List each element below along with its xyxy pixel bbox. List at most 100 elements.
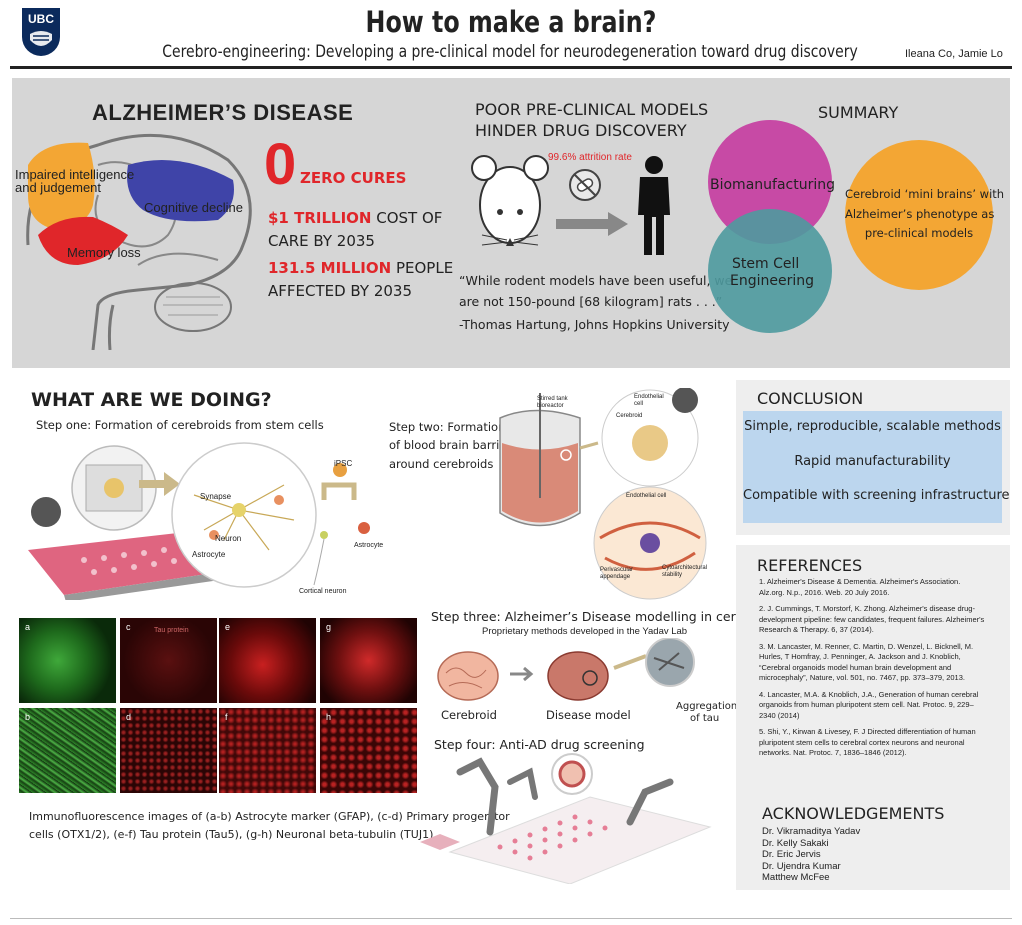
conclusion-item-2: Rapid manufacturability [794,454,951,469]
step-two-c: around cerebroids [389,457,494,471]
trillion-value: $1 TRILLION [268,209,372,227]
bioreactor-label: Stirred tank bioreactor [537,396,568,409]
endothelial-label-2: Endothelial cell [626,493,667,499]
tau-label-1: Aggregation [676,701,738,712]
result-line-1: Cerebroid ‘mini brains’ with [845,187,1005,201]
poster-title: How to make a brain? [365,5,657,39]
neuron-label: Neuron [215,534,242,543]
frontal-lobe [28,142,95,230]
stem-label-1: Stem Cell [732,256,800,272]
references-panel [736,545,1010,890]
ack-name-1: Dr. Vikramaditya Yadav [762,826,861,837]
micro-h: h [320,708,417,793]
mouse-illustration [471,155,549,246]
reference-1: 1. Alzheimer's Disease & Dementia. Alzhe… [759,577,961,597]
stem-cell-circle [708,209,832,333]
ubc-logo: UBC [22,8,60,56]
result-line-2: Alzheimer’s phenotype as [845,207,995,221]
reference-3: 3. M. Lancaster, M. Renner, C. Martin, D… [759,641,974,683]
arrow-icon [556,212,628,236]
ubc-logo-text: UBC [28,12,54,26]
result-circle [845,140,993,290]
micro-g: g [320,618,417,703]
disease-model-label: Disease model [546,708,631,722]
perivascular-label: Perivascular appendage [600,567,634,580]
ack-name-5: Matthew McFee [762,872,830,883]
doing-heading: WHAT ARE WE DOING? [31,389,272,411]
crest-icon [30,31,52,46]
disease-model-illustration [437,638,695,701]
models-heading-1: POOR PRE-CLINICAL MODELS [475,100,709,119]
tau-label-2: of tau [690,713,720,724]
screening-illustration [420,753,712,884]
quote-line-2: are not 150-pound [68 kilogram] rats . .… [459,294,723,309]
brain-illustration [26,133,252,350]
million-value: 131.5 MILLION [268,259,392,277]
bio-label: Biomanufacturing [710,177,835,193]
step-two-a: Step two: Formation [389,420,506,434]
micro-d-letter: d [126,712,132,722]
result-line-3: pre-clinical models [864,226,974,240]
memory-label: Memory loss [67,245,141,260]
cerebroid-brain [437,651,499,701]
trillion-text2: CARE BY 2035 [268,232,375,250]
human-icon [638,156,670,255]
micro-c: c Tau protein [120,618,217,703]
zero-cures-text: ZERO CURES [300,169,407,187]
reference-2: 2. J. Cummings, T. Morstorf, K. Zhong. A… [759,604,985,634]
header-divider [10,66,1012,69]
cerebroid-inner-label: Cerebroid [616,413,643,419]
synapse-label: Synapse [200,492,232,501]
micro-b: b [19,708,116,793]
million-stat: 131.5 MILLION PEOPLE [268,259,453,277]
micro-f-letter: f [225,712,228,722]
million-text: PEOPLE [391,259,454,277]
models-heading-2: HINDER DRUG DISCOVERY [475,121,687,140]
bottom-rule [10,918,1012,919]
micro-e: e [219,618,316,703]
step-one: Step one: Formation of cerebroids from s… [36,418,324,432]
micro-g-letter: g [326,622,332,632]
ipsc-label: iPSC [334,459,353,468]
cerebroid-label: Cerebroid [441,708,497,722]
micro-f: f [219,708,316,793]
stem-label-2: Engineering [730,273,814,289]
step-one-illustration [28,442,370,600]
micro-caption-2: cells (OTX1/2), (e-f) Tau protein (Tau5)… [29,828,434,841]
million-text2: AFFECTED BY 2035 [268,282,413,300]
cortical-label: Cortical neuron [299,588,347,595]
authors: Ileana Co, Jamie Lo [905,48,1003,60]
ack-name-3: Dr. Eric Jervis [762,849,821,860]
micro-d: d [120,708,217,793]
endothelial-label-1: Endothelial cell [634,394,664,407]
step-four: Step four: Anti-AD drug screening [434,737,645,752]
references-heading: REFERENCES [757,556,863,575]
quote-line-3: -Thomas Hartung, Johns Hopkins Universit… [459,317,730,332]
intel-label: Impaired intelligence and judgement [15,167,135,195]
reference-5: 5. Shi, Y., Kirwan & Livesey, F. J Direc… [759,727,976,757]
no-pill-icon [569,169,601,201]
attrition-text: 99.6% attrition rate [548,152,632,163]
reference-4: 4. Lancaster, M.A. & Knoblich, J.A., Gen… [759,689,979,720]
ack-name-2: Dr. Kelly Sakaki [762,837,829,849]
micro-inset-text: Tau protein [154,627,189,634]
micro-a: a [19,618,116,703]
trillion-stat: $1 TRILLION COST OF [268,209,442,227]
step-three: Step three: Alzheimer’s Disease modellin… [431,609,782,624]
micro-c-letter: c [126,622,131,632]
cyto-label: Cytoarchitectural stability [662,565,708,578]
summary-heading: SUMMARY [818,103,899,122]
micro-h-letter: h [326,712,332,722]
astrocyte-label: Astrocyte [192,550,226,559]
temporal-lobe [38,216,128,265]
conclusion-heading: CONCLUSION [757,389,864,408]
ack-name-4: Dr. Ujendra Kumar [762,860,841,872]
references-list: 1. Alzheimer's Disease & Dementia. Alzhe… [759,577,985,765]
micro-b-letter: b [25,712,31,722]
micro-e-letter: e [225,622,231,632]
quote-line-1: “While rodent models have been useful, w… [459,273,733,288]
conclusion-item-1: Simple, reproducible, scalable methods [744,419,1001,434]
ack-list: Dr. Vikramaditya Yadav Dr. Kelly Sakaki … [762,826,860,884]
step-two-b: of blood brain barrier [389,438,512,452]
cerebellum [154,282,232,332]
